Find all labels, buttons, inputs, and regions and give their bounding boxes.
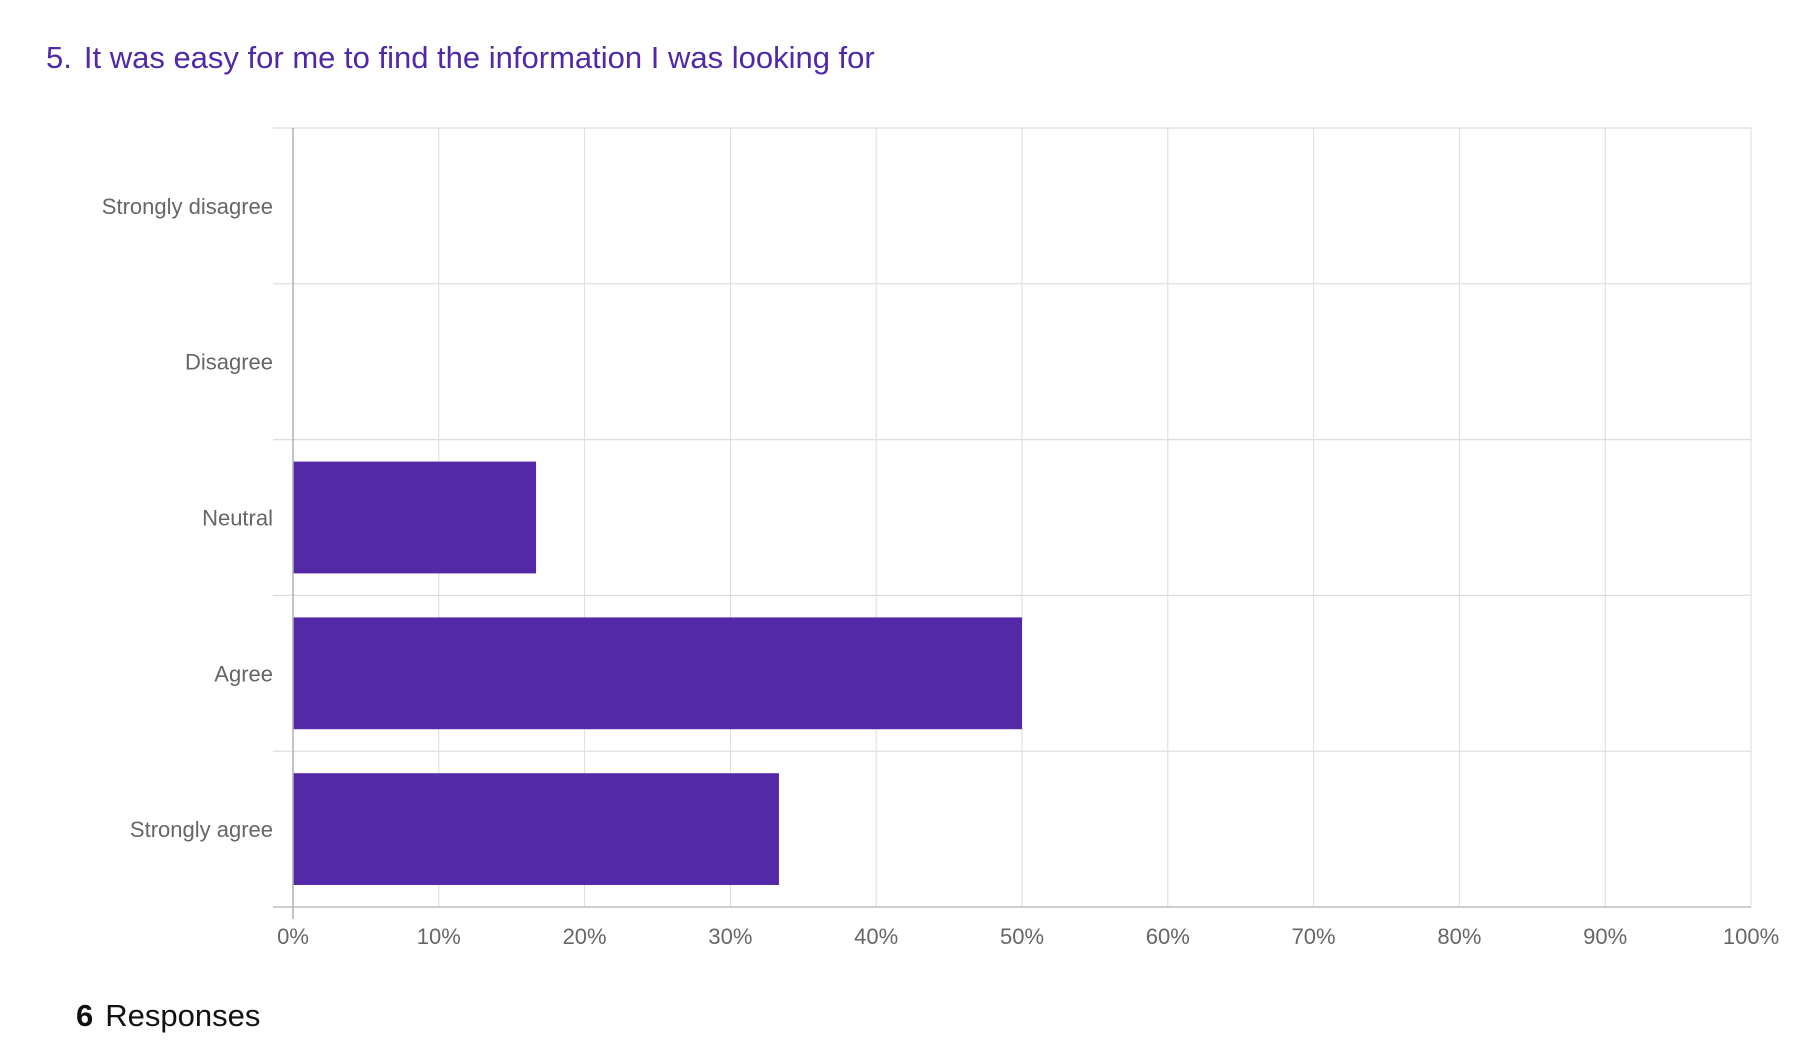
x-tick-label: 10% (417, 924, 461, 949)
x-tick-label: 80% (1437, 924, 1481, 949)
x-tick-label: 0% (277, 924, 309, 949)
bar-strongly-agree[interactable] (293, 773, 779, 885)
category-label: Agree (214, 661, 273, 686)
chart-labels: 0% 10% 20% 30% 40% 50% 60% 70% 80% 90% 100% Strongl… (102, 194, 1779, 949)
x-tick-label: 90% (1583, 924, 1627, 949)
bar-chart: 0% 10% 20% 30% 40% 50% 60% 70% 80% 90% 100% Strongl… (102, 127, 1779, 949)
category-label: Strongly disagree (102, 194, 273, 219)
question-text: It was easy for me to find the informati… (83, 40, 875, 75)
category-label: Disagree (185, 350, 273, 375)
question-title: 5. It was easy for me to find the informa… (46, 40, 875, 76)
x-tick-label: 50% (1000, 924, 1044, 949)
x-tick-label: 60% (1146, 924, 1190, 949)
x-tick-label: 30% (708, 924, 752, 949)
x-tick-label: 70% (1292, 924, 1336, 949)
x-tick-label: 100% (1723, 924, 1779, 949)
response-count-number: 6 (76, 998, 94, 1033)
response-count: 6 Responses (76, 998, 260, 1034)
response-count-label: Responses (105, 998, 261, 1033)
chart-bars (293, 461, 1022, 885)
x-tick-label: 20% (563, 924, 607, 949)
x-tick-label: 40% (854, 924, 898, 949)
bar-neutral[interactable] (293, 461, 537, 574)
bar-agree[interactable] (293, 617, 1022, 730)
chart-grid (273, 127, 1752, 908)
category-label: Strongly agree (130, 817, 273, 842)
question-number: 5. (46, 40, 72, 75)
category-label: Neutral (202, 506, 273, 531)
